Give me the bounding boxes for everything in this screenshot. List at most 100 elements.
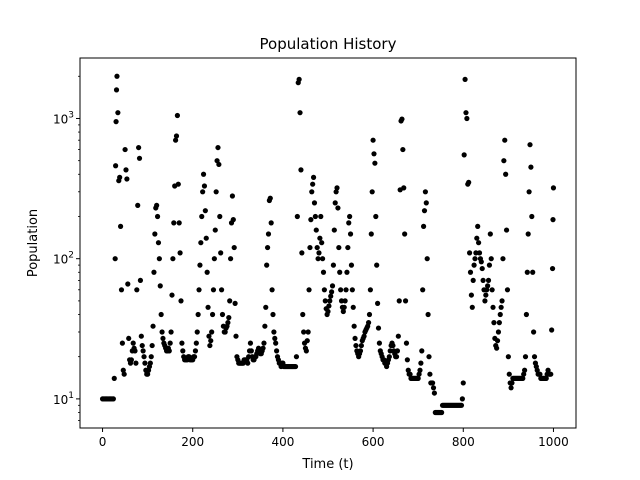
data-point-330 bbox=[399, 116, 405, 122]
data-point-449 bbox=[506, 371, 512, 377]
data-point-240 bbox=[318, 213, 324, 220]
data-point-412 bbox=[473, 250, 479, 256]
data-point-213 bbox=[293, 354, 300, 360]
data-point-188 bbox=[271, 329, 277, 335]
data-point-303 bbox=[375, 300, 381, 306]
x-tick-label-1: 200 bbox=[181, 435, 204, 449]
y-tick-exponent-2: 3 bbox=[68, 110, 74, 120]
data-point-44 bbox=[141, 354, 147, 360]
data-point-18 bbox=[117, 223, 124, 229]
data-point-472 bbox=[527, 142, 533, 148]
data-point-142 bbox=[229, 193, 236, 199]
data-point-80 bbox=[173, 133, 180, 139]
data-point-108 bbox=[199, 213, 205, 220]
data-point-231 bbox=[310, 181, 316, 187]
data-point-350 bbox=[417, 367, 423, 373]
data-point-278 bbox=[352, 335, 358, 342]
data-point-411 bbox=[472, 256, 478, 262]
data-point-72 bbox=[166, 348, 172, 354]
data-point-252 bbox=[329, 289, 335, 295]
data-point-123 bbox=[212, 227, 218, 233]
data-point-402 bbox=[464, 115, 470, 122]
data-point-116 bbox=[206, 333, 212, 339]
data-point-181 bbox=[264, 244, 271, 251]
plot-frame bbox=[79, 57, 577, 429]
data-point-112 bbox=[202, 208, 208, 214]
data-point-40 bbox=[137, 277, 144, 283]
data-point-226 bbox=[305, 329, 311, 335]
data-point-248 bbox=[325, 308, 331, 315]
data-point-219 bbox=[299, 250, 305, 256]
data-point-236 bbox=[314, 244, 320, 251]
data-point-275 bbox=[349, 287, 355, 293]
data-point-73 bbox=[167, 340, 173, 346]
data-point-56 bbox=[152, 231, 158, 237]
data-point-361 bbox=[427, 371, 433, 377]
data-point-428 bbox=[487, 231, 493, 237]
data-point-126 bbox=[215, 144, 221, 151]
data-point-304 bbox=[375, 325, 382, 331]
data-point-366 bbox=[431, 390, 438, 396]
data-point-464 bbox=[520, 375, 526, 381]
data-point-273 bbox=[347, 231, 354, 237]
data-point-61 bbox=[156, 256, 162, 262]
data-point-398 bbox=[460, 380, 466, 386]
data-point-483 bbox=[537, 371, 543, 377]
data-point-497 bbox=[549, 265, 556, 272]
data-point-441 bbox=[499, 298, 505, 304]
data-point-114 bbox=[204, 269, 210, 275]
data-point-119 bbox=[209, 329, 215, 335]
data-point-301 bbox=[373, 213, 379, 220]
data-point-443 bbox=[501, 158, 507, 164]
data-point-331 bbox=[400, 146, 406, 153]
data-point-24 bbox=[123, 167, 129, 173]
data-point-74 bbox=[168, 329, 174, 335]
data-point-65 bbox=[160, 335, 166, 342]
data-point-498 bbox=[550, 217, 556, 223]
data-point-405 bbox=[466, 250, 473, 256]
data-point-113 bbox=[203, 235, 209, 241]
data-point-410 bbox=[471, 262, 477, 268]
data-point-427 bbox=[486, 262, 493, 268]
data-point-422 bbox=[482, 298, 488, 304]
data-point-137 bbox=[225, 320, 231, 326]
data-point-466 bbox=[522, 367, 528, 373]
x-tick-label-4: 800 bbox=[452, 435, 475, 449]
data-point-262 bbox=[338, 287, 344, 293]
data-point-337 bbox=[405, 367, 411, 373]
data-point-242 bbox=[319, 256, 326, 262]
data-point-492 bbox=[545, 367, 551, 373]
data-point-10 bbox=[112, 256, 118, 262]
data-point-64 bbox=[159, 329, 165, 335]
data-point-83 bbox=[176, 220, 182, 226]
data-point-418 bbox=[478, 259, 484, 265]
data-point-159 bbox=[245, 360, 251, 366]
data-point-404 bbox=[466, 179, 472, 185]
data-point-400 bbox=[462, 76, 468, 82]
data-point-55 bbox=[151, 269, 157, 275]
data-point-23 bbox=[122, 146, 128, 153]
data-point-143 bbox=[230, 217, 236, 223]
data-point-268 bbox=[343, 287, 349, 293]
data-point-51 bbox=[147, 360, 153, 366]
data-point-260 bbox=[336, 244, 342, 251]
data-point-435 bbox=[494, 345, 500, 351]
data-point-295 bbox=[367, 287, 373, 293]
x-tick-label-3: 600 bbox=[362, 435, 385, 449]
data-point-59 bbox=[154, 213, 161, 220]
data-point-191 bbox=[274, 348, 280, 354]
data-point-269 bbox=[344, 269, 350, 275]
data-point-355 bbox=[421, 208, 428, 214]
data-point-477 bbox=[531, 354, 538, 360]
data-point-406 bbox=[467, 269, 474, 275]
data-point-430 bbox=[489, 287, 495, 293]
data-point-276 bbox=[350, 304, 356, 310]
data-point-127 bbox=[216, 161, 222, 168]
data-point-446 bbox=[503, 227, 510, 233]
data-point-425 bbox=[485, 283, 491, 289]
data-point-239 bbox=[317, 235, 323, 241]
data-point-187 bbox=[270, 311, 276, 318]
data-point-284 bbox=[357, 348, 364, 354]
data-point-263 bbox=[338, 298, 345, 304]
data-point-298 bbox=[370, 137, 376, 143]
